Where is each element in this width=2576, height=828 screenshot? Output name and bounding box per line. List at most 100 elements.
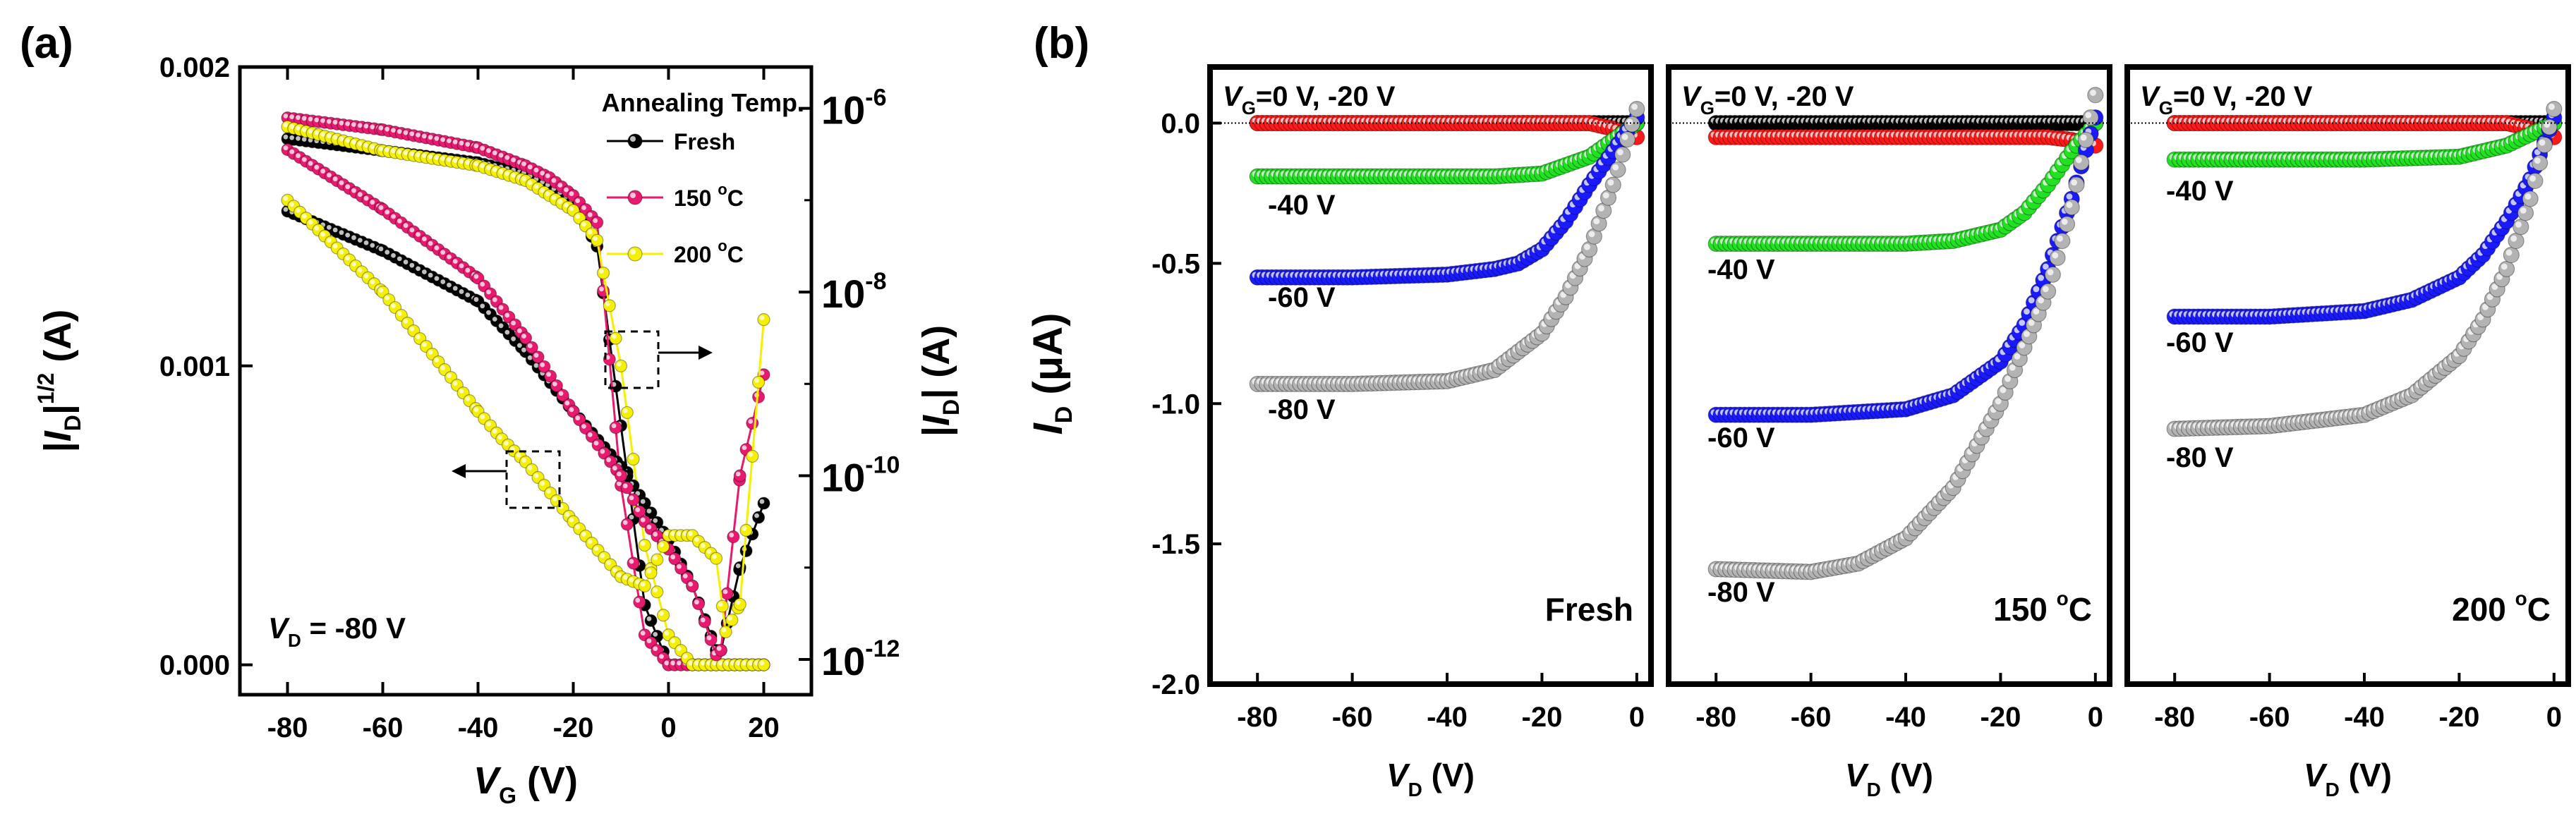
data-point-highlight	[326, 238, 332, 243]
data-point-highlight	[459, 159, 464, 164]
data-point-highlight	[440, 156, 446, 162]
data-point-highlight	[659, 542, 664, 547]
y-label-bar: |	[915, 389, 958, 399]
data-point-highlight	[1631, 103, 1638, 110]
data-point-highlight	[527, 164, 533, 170]
data-point-highlight	[2482, 303, 2489, 310]
data-point-highlight	[569, 517, 574, 523]
data-point-highlight	[724, 660, 730, 666]
data-point-highlight	[447, 373, 452, 378]
data-point-highlight	[314, 117, 320, 123]
data-point-highlight	[706, 549, 712, 554]
series-left-200-c	[281, 120, 770, 671]
data-point-highlight	[2515, 221, 2522, 228]
data-point-highlight	[1626, 118, 1633, 126]
data-point-highlight	[296, 207, 301, 213]
series-vg-80-v	[2166, 101, 2563, 437]
data-point-highlight	[670, 638, 676, 644]
curve-label: -60 V	[1707, 422, 1775, 453]
data-point-highlight	[301, 116, 307, 121]
data-point-highlight	[447, 254, 452, 260]
data-point-highlight	[332, 176, 338, 182]
y-left-tick-label: 0.001	[159, 351, 230, 382]
data-point-highlight	[296, 126, 301, 131]
data-point-highlight	[2548, 103, 2555, 110]
data-point-highlight	[370, 279, 375, 285]
data-point-highlight	[712, 554, 717, 559]
legend-swatch-marker-highlight	[630, 249, 636, 255]
plot-frame-b3	[2124, 64, 2571, 687]
data-point-highlight	[1588, 231, 1595, 238]
data-point	[733, 597, 746, 611]
tick-base: 10	[821, 272, 865, 316]
data-point-highlight	[289, 114, 295, 119]
data-point	[709, 552, 723, 565]
data-point-highlight	[521, 161, 526, 166]
data-point-highlight	[320, 231, 325, 237]
data-point-highlight	[716, 646, 722, 651]
y-label-unit: (A)	[37, 310, 79, 373]
panel-b: (b)-80 -60 -40 -20 0VD (V)VG=0 V, -20 V-40 V…	[1025, 19, 2571, 800]
data-point-highlight	[314, 130, 320, 135]
data-point-highlight	[629, 514, 634, 520]
data-point-highlight	[370, 243, 375, 248]
data-point	[2068, 176, 2085, 193]
data-point	[644, 566, 658, 580]
data-point-highlight	[397, 129, 402, 134]
legend-label-degree: o	[718, 181, 727, 198]
data-point-highlight	[416, 232, 421, 237]
data-point-highlight	[611, 334, 617, 339]
x-label-var: V	[1386, 757, 1410, 793]
data-point-highlight	[397, 256, 402, 262]
data-point-highlight	[504, 329, 510, 335]
data-point	[715, 599, 729, 613]
data-point-highlight	[1995, 398, 2002, 405]
y-tick-label: 0.0	[1161, 109, 1200, 140]
data-point-highlight	[339, 136, 344, 142]
legend-label-text: 200	[674, 242, 718, 267]
data-point-highlight	[2057, 235, 2063, 242]
data-point-highlight	[557, 183, 563, 188]
data-point-highlight	[308, 128, 313, 134]
y-left-tick-label: 0.002	[159, 52, 230, 83]
legend-entry-label: 200 oC	[674, 237, 744, 267]
data-point-highlight	[308, 161, 313, 166]
y-label-var: I	[37, 430, 79, 442]
data-point-highlight	[700, 660, 706, 666]
data-point	[609, 421, 622, 434]
data-point-highlight	[326, 172, 332, 178]
data-point-highlight	[2529, 175, 2536, 182]
data-point-highlight	[587, 212, 593, 217]
data-point-highlight	[718, 660, 723, 666]
data-point-highlight	[516, 452, 521, 458]
data-point-highlight	[357, 238, 363, 243]
y-left-tick-label: 0.000	[159, 650, 230, 681]
data-point-highlight	[363, 240, 369, 245]
data-point	[620, 518, 634, 531]
data-point-highlight	[2004, 375, 2011, 382]
data-point-highlight	[385, 250, 390, 255]
data-point-highlight	[2491, 284, 2498, 291]
data-point-highlight	[351, 140, 356, 145]
arrow-left-head	[452, 464, 466, 478]
data-point	[627, 556, 640, 570]
x-axis-label-a: VG (V)	[473, 760, 578, 808]
data-point-highlight	[345, 255, 351, 261]
data-point-highlight	[659, 611, 664, 616]
data-point-highlight	[516, 343, 522, 348]
data-point-highlight	[1583, 243, 1590, 250]
data-point	[2040, 283, 2057, 300]
data-point-highlight	[370, 124, 375, 130]
y-right-axis-label-a: |ID| (A)	[915, 325, 964, 437]
data-point	[2044, 266, 2061, 283]
data-point-highlight	[640, 517, 646, 523]
data-point-highlight	[385, 296, 390, 300]
data-point-highlight	[2539, 139, 2546, 146]
vg-header: VG=0 V, -20 V	[1223, 81, 1396, 118]
data-point-highlight	[688, 531, 694, 537]
data-point-highlight	[440, 137, 446, 142]
data-point-highlight	[569, 407, 574, 413]
data-point-highlight	[664, 631, 670, 636]
data-point-highlight	[599, 269, 604, 274]
data-point-highlight	[735, 660, 741, 666]
